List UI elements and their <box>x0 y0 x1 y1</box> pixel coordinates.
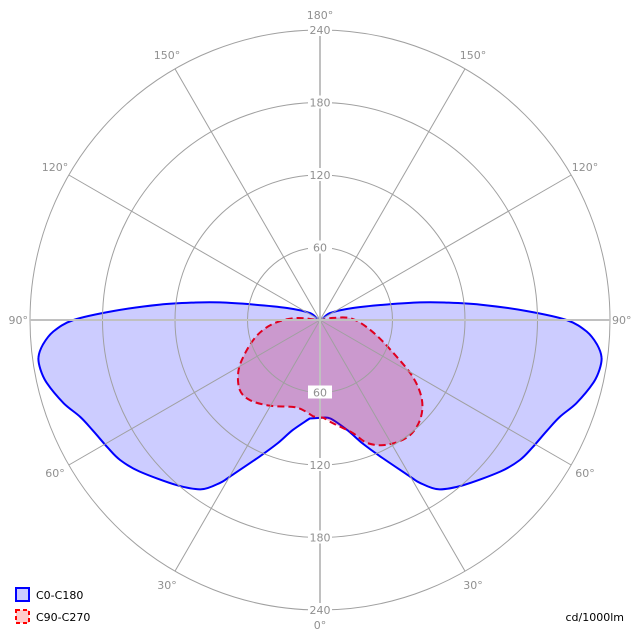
radial-tick-label: 60 <box>313 242 327 255</box>
grid-spoke <box>319 174 572 321</box>
legend-swatch-c90-c270 <box>15 609 30 624</box>
tick-label-bg <box>308 168 332 181</box>
grid-spoke <box>174 68 321 321</box>
angle-tick-label: 180° <box>307 9 334 22</box>
series-c90-c270-curve <box>236 316 424 447</box>
angle-tick-label: 90° <box>612 314 632 327</box>
grid-spoke <box>174 319 321 572</box>
angle-tick-label: 30° <box>463 579 483 592</box>
tick-label-bg <box>308 240 332 254</box>
legend-label-c90-c270: C90-C270 <box>36 611 90 624</box>
tick-label-bg <box>308 95 332 109</box>
legend: C0-C180 C90-C270 <box>15 587 90 624</box>
angle-tick-label: 60° <box>575 467 595 480</box>
angle-tick-label: 0° <box>314 619 327 632</box>
angle-tick-label: 30° <box>157 579 177 592</box>
grid-spoke <box>319 319 466 572</box>
grid-spoke <box>68 174 321 321</box>
tick-label-bg <box>308 385 332 399</box>
grid-spoke <box>319 68 466 321</box>
radial-tick-label: 240 <box>310 24 331 37</box>
angle-tick-label: 120° <box>42 161 69 174</box>
radial-tick-label: 120 <box>310 169 331 182</box>
label-layer: 60 60 120 120 180 180 240 240 180° 150° 150° 120° 12… <box>9 9 632 632</box>
radial-tick-label: 180 <box>310 97 331 110</box>
grid-spoke <box>319 319 572 466</box>
radial-tick-label: 240 <box>310 604 331 617</box>
radial-tick-label: 180 <box>310 532 331 545</box>
tick-label-bg <box>308 530 332 544</box>
angle-tick-label: 90° <box>9 314 29 327</box>
radial-tick-label: 120 <box>310 459 331 472</box>
grid-layer <box>29 29 611 611</box>
tick-label-bg <box>308 23 332 36</box>
radial-tick-label: 60 <box>313 387 327 400</box>
angle-tick-label: 120° <box>572 161 599 174</box>
unit-label: cd/1000lm <box>565 611 624 624</box>
angle-tick-label: 150° <box>154 49 181 62</box>
legend-swatch-c0-c180 <box>15 587 30 602</box>
angle-tick-label: 150° <box>460 49 487 62</box>
angle-tick-label: 60° <box>45 467 65 480</box>
tick-label-bg <box>308 603 332 616</box>
tick-label-bg <box>308 458 332 471</box>
grid-spoke <box>68 319 321 466</box>
legend-label-c0-c180: C0-C180 <box>36 589 83 602</box>
